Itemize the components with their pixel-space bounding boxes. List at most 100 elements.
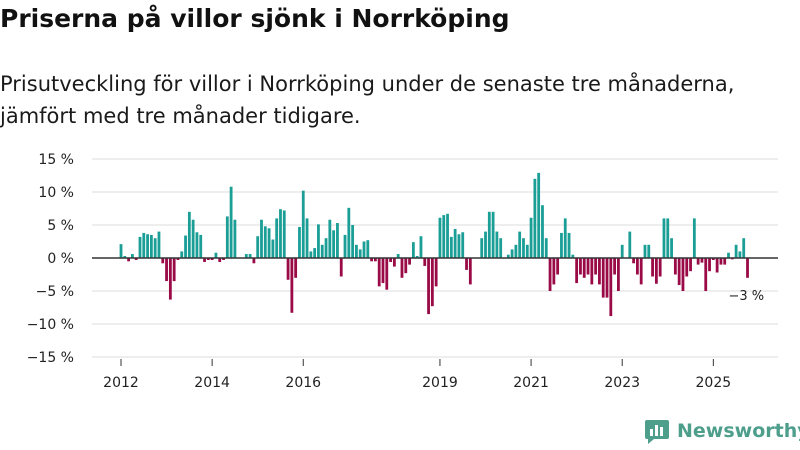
bar [336,223,339,258]
x-tick-label: 2023 [604,375,640,391]
bar [598,258,601,285]
y-tick-label: 5 % [47,218,74,234]
bar [651,258,654,277]
bar [510,249,514,258]
bar [499,238,503,258]
bar [138,236,142,258]
bar [613,258,617,275]
bar [537,172,541,258]
logo-text: Newsworthy [677,420,800,442]
bar [370,258,373,262]
bar [453,228,457,258]
bar [252,258,256,264]
y-tick-label: 15 % [38,152,74,168]
bar [544,238,548,258]
bar [468,258,472,285]
bar [347,207,351,258]
bar [206,258,210,260]
bar [294,258,298,278]
y-tick-label: 10 % [38,185,74,201]
bar [579,258,582,275]
bar [692,218,696,258]
bar [267,228,271,258]
bar [290,258,294,313]
bar [662,218,666,258]
bar [632,258,635,264]
bar [711,258,715,260]
bar [617,258,620,291]
bar [434,258,438,287]
bar [605,258,609,298]
bar [556,258,560,275]
bar [484,231,487,258]
bar [123,256,127,258]
bar [339,258,343,277]
bar [465,258,468,270]
bar [704,258,708,291]
x-tick-label: 2014 [194,375,230,391]
bar [149,234,153,258]
bar [601,258,605,298]
bar [146,234,149,258]
bar [746,258,749,278]
bar [738,251,742,258]
bar [244,254,248,258]
bar [700,258,704,263]
bar [677,258,681,286]
bar [157,231,161,258]
bar [590,258,594,285]
bar [168,258,172,300]
bar [396,254,400,258]
bar [518,231,522,258]
bar [358,249,362,258]
bar [719,258,723,265]
bar [229,186,233,258]
bar [320,244,324,258]
y-tick-label: −5 % [36,284,74,300]
bar [328,219,332,258]
bar [233,219,237,258]
x-tick-label: 2021 [513,375,549,391]
newsworthy-logo: Newsworthy [644,418,800,444]
x-tick-label: 2019 [422,375,458,391]
bar [324,238,328,258]
bar [461,232,465,258]
bar [563,218,567,258]
bar [681,258,685,291]
bar [495,231,499,258]
bar [256,236,260,258]
bar [480,238,484,258]
bar [423,258,427,266]
bar [571,254,575,258]
bar [263,226,267,258]
bar [438,217,442,258]
bar [317,224,320,258]
bar [161,258,165,264]
bar [389,258,392,262]
bar [332,230,336,258]
bar [275,218,279,258]
bar [715,258,719,273]
bar [723,258,727,265]
bar [446,213,449,258]
bar [195,232,199,258]
bar [635,258,639,275]
bar [734,244,738,258]
bar [541,205,544,258]
bar [119,244,123,258]
bar [673,258,677,275]
bar [658,258,662,277]
bar [309,251,313,258]
bar [355,244,358,258]
bar [184,235,187,258]
bar [548,258,552,291]
bar [427,258,430,315]
bar [560,232,563,258]
bar [400,258,404,278]
bar [609,258,613,317]
bar [279,209,282,258]
y-axis: 15 % 10 % 5 % 0 % −5 % −10 % −15 % [27,152,74,366]
bar [127,258,130,262]
bar [153,238,157,258]
